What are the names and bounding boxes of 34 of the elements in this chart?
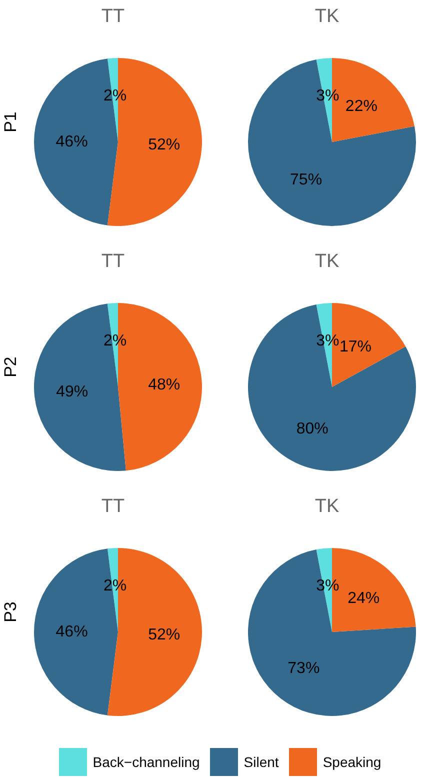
chart-title: TK [314,251,340,273]
chart-title: TK [314,6,340,28]
chart-title: TT [100,251,126,273]
legend-label: Speaking [322,754,382,770]
data-label: 2% [104,577,127,594]
pie-slice [34,304,126,471]
data-label: 3% [316,88,340,105]
text: P3 [1,600,21,624]
data-label: 46% [56,134,88,150]
data-label: 49% [56,384,88,401]
data-label: 52% [148,626,180,644]
pie-slice [248,59,416,226]
chart-title: TT [100,6,126,28]
data-label: 80% [296,420,328,438]
pie-slice [248,304,416,471]
data-label: 3% [316,578,340,595]
text: P2 [1,356,21,380]
data-label: 75% [290,172,322,189]
chart-title: TT [100,496,126,518]
chart-title: TK [314,496,340,518]
data-label: 17% [340,338,372,356]
data-label: 3% [316,332,340,350]
legend-label: Back−channeling [92,754,200,770]
data-label: 2% [104,332,127,350]
data-label: 46% [56,624,88,640]
data-label: 24% [348,590,380,607]
data-label: 48% [148,376,180,394]
text: P1 [1,110,21,134]
data-label: 52% [148,136,180,154]
data-label: 73% [288,660,320,678]
legend-label: Silent [244,754,279,770]
pie-slice [248,549,416,716]
data-label: 22% [345,98,378,115]
data-label: 2% [104,87,127,104]
